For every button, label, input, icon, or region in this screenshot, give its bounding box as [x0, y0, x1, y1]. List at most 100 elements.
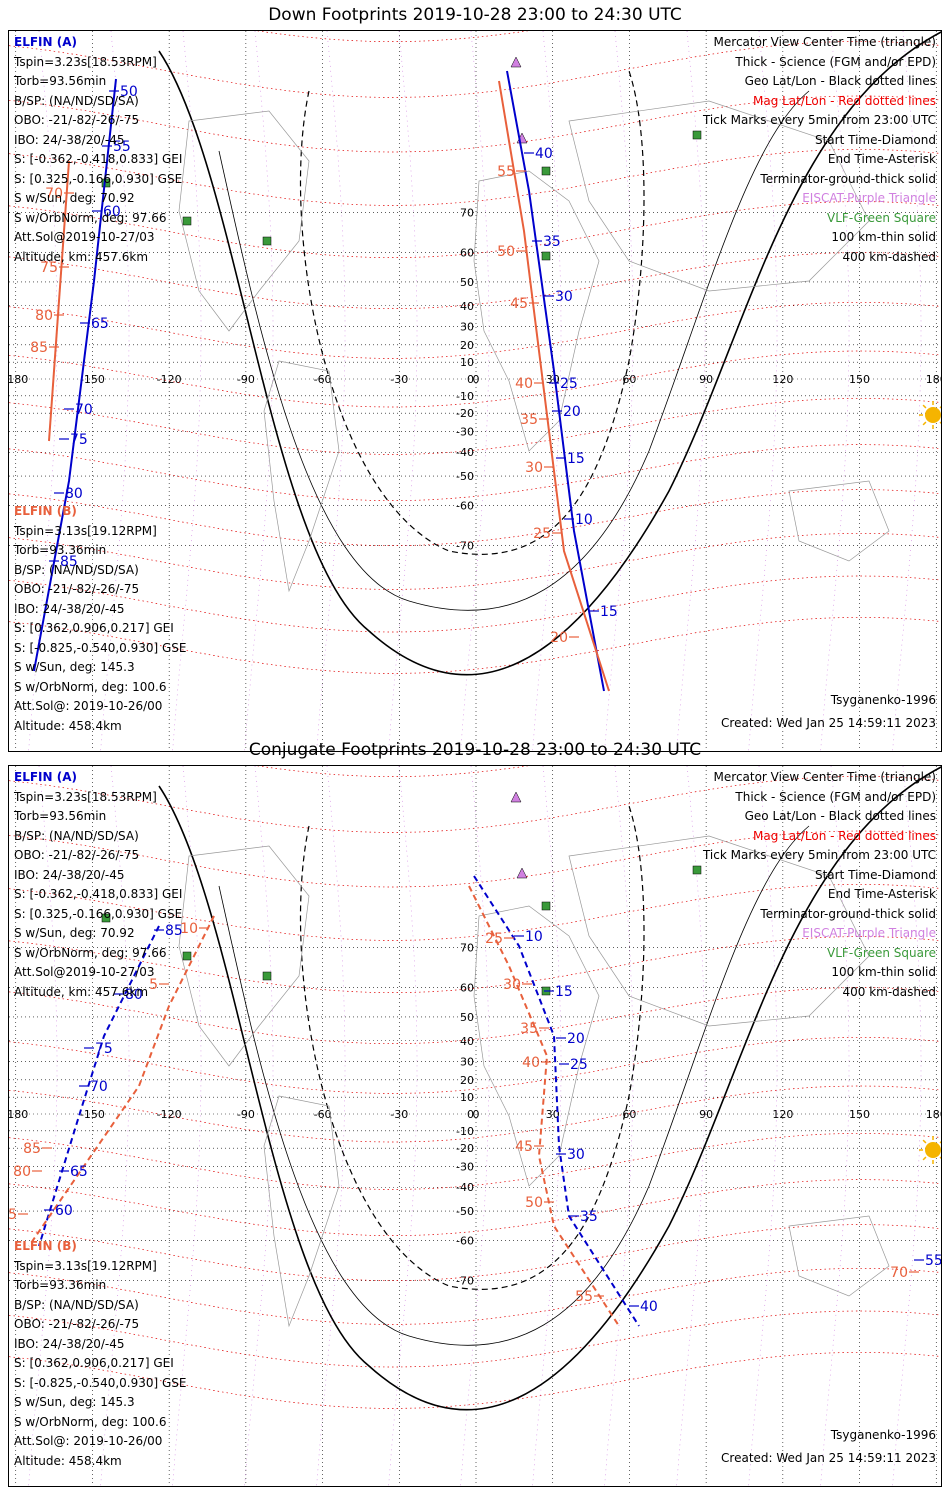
- lon-tick-label: -150: [80, 373, 105, 386]
- elfin-b-tick-label: 75: [9, 1207, 17, 1223]
- mag-lat-line: [9, 884, 940, 941]
- lon-tick-label: 90: [699, 1108, 713, 1121]
- lat-tick-label: 60: [460, 982, 474, 995]
- map-panel-conjugate: 706050403020100-10-20-30-40-50-60-70-180…: [8, 765, 942, 1487]
- elfin-b-tick-label-right: 55: [575, 1289, 593, 1305]
- elfin-b-track-left: [48, 160, 70, 442]
- lat-tick-label: -40: [456, 446, 474, 459]
- b-line: IBO: 24/-38/20/-45: [14, 1336, 125, 1351]
- mag-lon-line: [316, 766, 346, 1486]
- lon-tick-label: -120: [157, 1108, 182, 1121]
- mag-lon-line: [532, 766, 562, 1486]
- elfin-a-track-right: [506, 70, 605, 692]
- mag-lat-line: [9, 41, 940, 98]
- mag-lon-line: [820, 31, 850, 751]
- coastline: [788, 480, 890, 562]
- sun-ray: [939, 405, 941, 409]
- elfin-a-info: ELFIN (A) Tspin=3.23s[18.53RPM] Torb=93.…: [14, 768, 182, 1002]
- elfin-b-tick-label-right: 55: [497, 164, 515, 180]
- lat-tick-label: -50: [456, 470, 474, 483]
- elfin-a-tick-label-right: 20: [567, 1031, 585, 1047]
- mag-lat-line: [9, 830, 940, 888]
- legend-item: Mag Lat/Lon - Red dotted lines: [752, 93, 936, 108]
- lat-tick-label: -20: [456, 407, 474, 420]
- mag-lon-line: [388, 31, 418, 751]
- mag-lon-line: [316, 31, 346, 751]
- a-line: B/SP: (NA/ND/SD/SA): [14, 828, 139, 843]
- legend-item: Tick Marks every 5min from 23:00 UTC: [702, 113, 936, 127]
- vlf-station-icon: [541, 901, 551, 911]
- elfin-a-track-left: [38, 925, 160, 1247]
- b-line: S w/OrbNorm, deg: 100.6: [14, 679, 167, 694]
- lat-tick-label: -60: [456, 1234, 474, 1247]
- coastline: [473, 170, 600, 452]
- created-label: Created: Wed Jan 25 14:59:11 2023: [721, 1451, 936, 1465]
- mag-lat-line: [9, 776, 940, 833]
- elfin-b-tick-label: 85: [30, 340, 48, 356]
- coastline: [568, 835, 870, 1027]
- elfin-a-tick-label: 60: [103, 204, 121, 220]
- mag-lon-line: [676, 31, 706, 751]
- a-line: B/SP: (NA/ND/SD/SA): [14, 93, 139, 108]
- elfin-b-tick-label-right: 45: [515, 1139, 533, 1155]
- mag-lon-line: [100, 766, 130, 1486]
- legend-item: 400 km-dashed: [842, 249, 936, 264]
- eiscat-triangle-icon: [510, 56, 522, 68]
- elfin-b-tick-label-right: 70: [890, 1265, 908, 1281]
- sun-ray: [939, 421, 941, 425]
- mag-lat-line: [9, 489, 940, 546]
- a-line: Altitude, km: 457.6km: [14, 984, 149, 999]
- b-line: Tspin=3.13s[19.12RPM]: [14, 523, 157, 538]
- lat-tick-label: 70: [460, 206, 474, 219]
- elfin-b-tick-label: 70: [45, 186, 63, 202]
- b-line: OBO: -21/-82/-26/-75: [14, 582, 140, 596]
- elfin-a-tick-label: 85: [165, 923, 183, 939]
- terminator-group: [158, 766, 941, 1411]
- mag-lon-line: [388, 766, 418, 1486]
- elfin-a-tick-label: 65: [91, 316, 109, 332]
- elfin-b-header: ELFIN (B): [14, 1239, 77, 1253]
- lat-tick-label: 30: [460, 320, 474, 333]
- mag-lat-line: [9, 936, 940, 993]
- coastline: [263, 1095, 340, 1328]
- lat-tick-label: 70: [460, 941, 474, 954]
- vlf-station-icon: [692, 865, 702, 875]
- terminator-line: [158, 766, 941, 1411]
- coastline: [568, 100, 870, 292]
- lon-tick-label: 0: [473, 1108, 480, 1121]
- coastline: [473, 905, 600, 1187]
- mag-lat-line: [9, 1224, 940, 1281]
- lon-tick-label: -60: [314, 373, 332, 386]
- b-line: IBO: 24/-38/20/-45: [14, 601, 125, 616]
- mag-lat-line: [9, 302, 940, 359]
- vlf-station-icon: [101, 913, 111, 923]
- elfin-a-tick-label: 75: [70, 432, 88, 448]
- lat-tick-label: 0: [467, 373, 474, 386]
- vlf-station-icon: [182, 216, 192, 226]
- b-line: S: [-0.825,-0.540,0.930] GSE: [14, 1375, 187, 1390]
- graticule: 706050403020100-10-20-30-40-50-60-70-180…: [9, 766, 941, 1486]
- b-line: S: [0.362,0.906,0.217] GEI: [14, 1356, 174, 1370]
- legend-item: Terminator-ground-thick solid: [760, 906, 936, 921]
- a-line: Tspin=3.23s[18.53RPM]: [14, 789, 157, 804]
- mag-lon-line: [892, 31, 922, 751]
- sun-ray: [939, 1140, 941, 1144]
- mag-lat-line: [9, 252, 940, 309]
- vlf-station-icon: [262, 236, 272, 246]
- model-label: Tsyganenko-1996: [830, 1428, 936, 1442]
- lat-tick-label: 40: [460, 300, 474, 313]
- vlf-station-icon: [692, 130, 702, 140]
- elfin-b-tick-label: 75: [40, 260, 58, 276]
- mag-lat-line: [9, 1085, 940, 1143]
- a-line: S w/Sun, deg: 70.92: [14, 191, 135, 205]
- sun-ray: [922, 404, 927, 409]
- mag-lon-line: [604, 31, 634, 751]
- b-line: OBO: -21/-82/-26/-75: [14, 1317, 140, 1331]
- lon-tick-label: -120: [157, 373, 182, 386]
- legend-item: EISCAT-Purple Triangle: [802, 926, 936, 940]
- sun-disc: [925, 1142, 941, 1158]
- elfin-b-info: ELFIN (B) Tspin=3.13s[19.12RPM] Torb=93.…: [14, 502, 187, 736]
- terminator-400km: [299, 70, 645, 555]
- lat-tick-label: -70: [456, 540, 474, 553]
- elfin-b-tick-label-right: 25: [485, 931, 503, 947]
